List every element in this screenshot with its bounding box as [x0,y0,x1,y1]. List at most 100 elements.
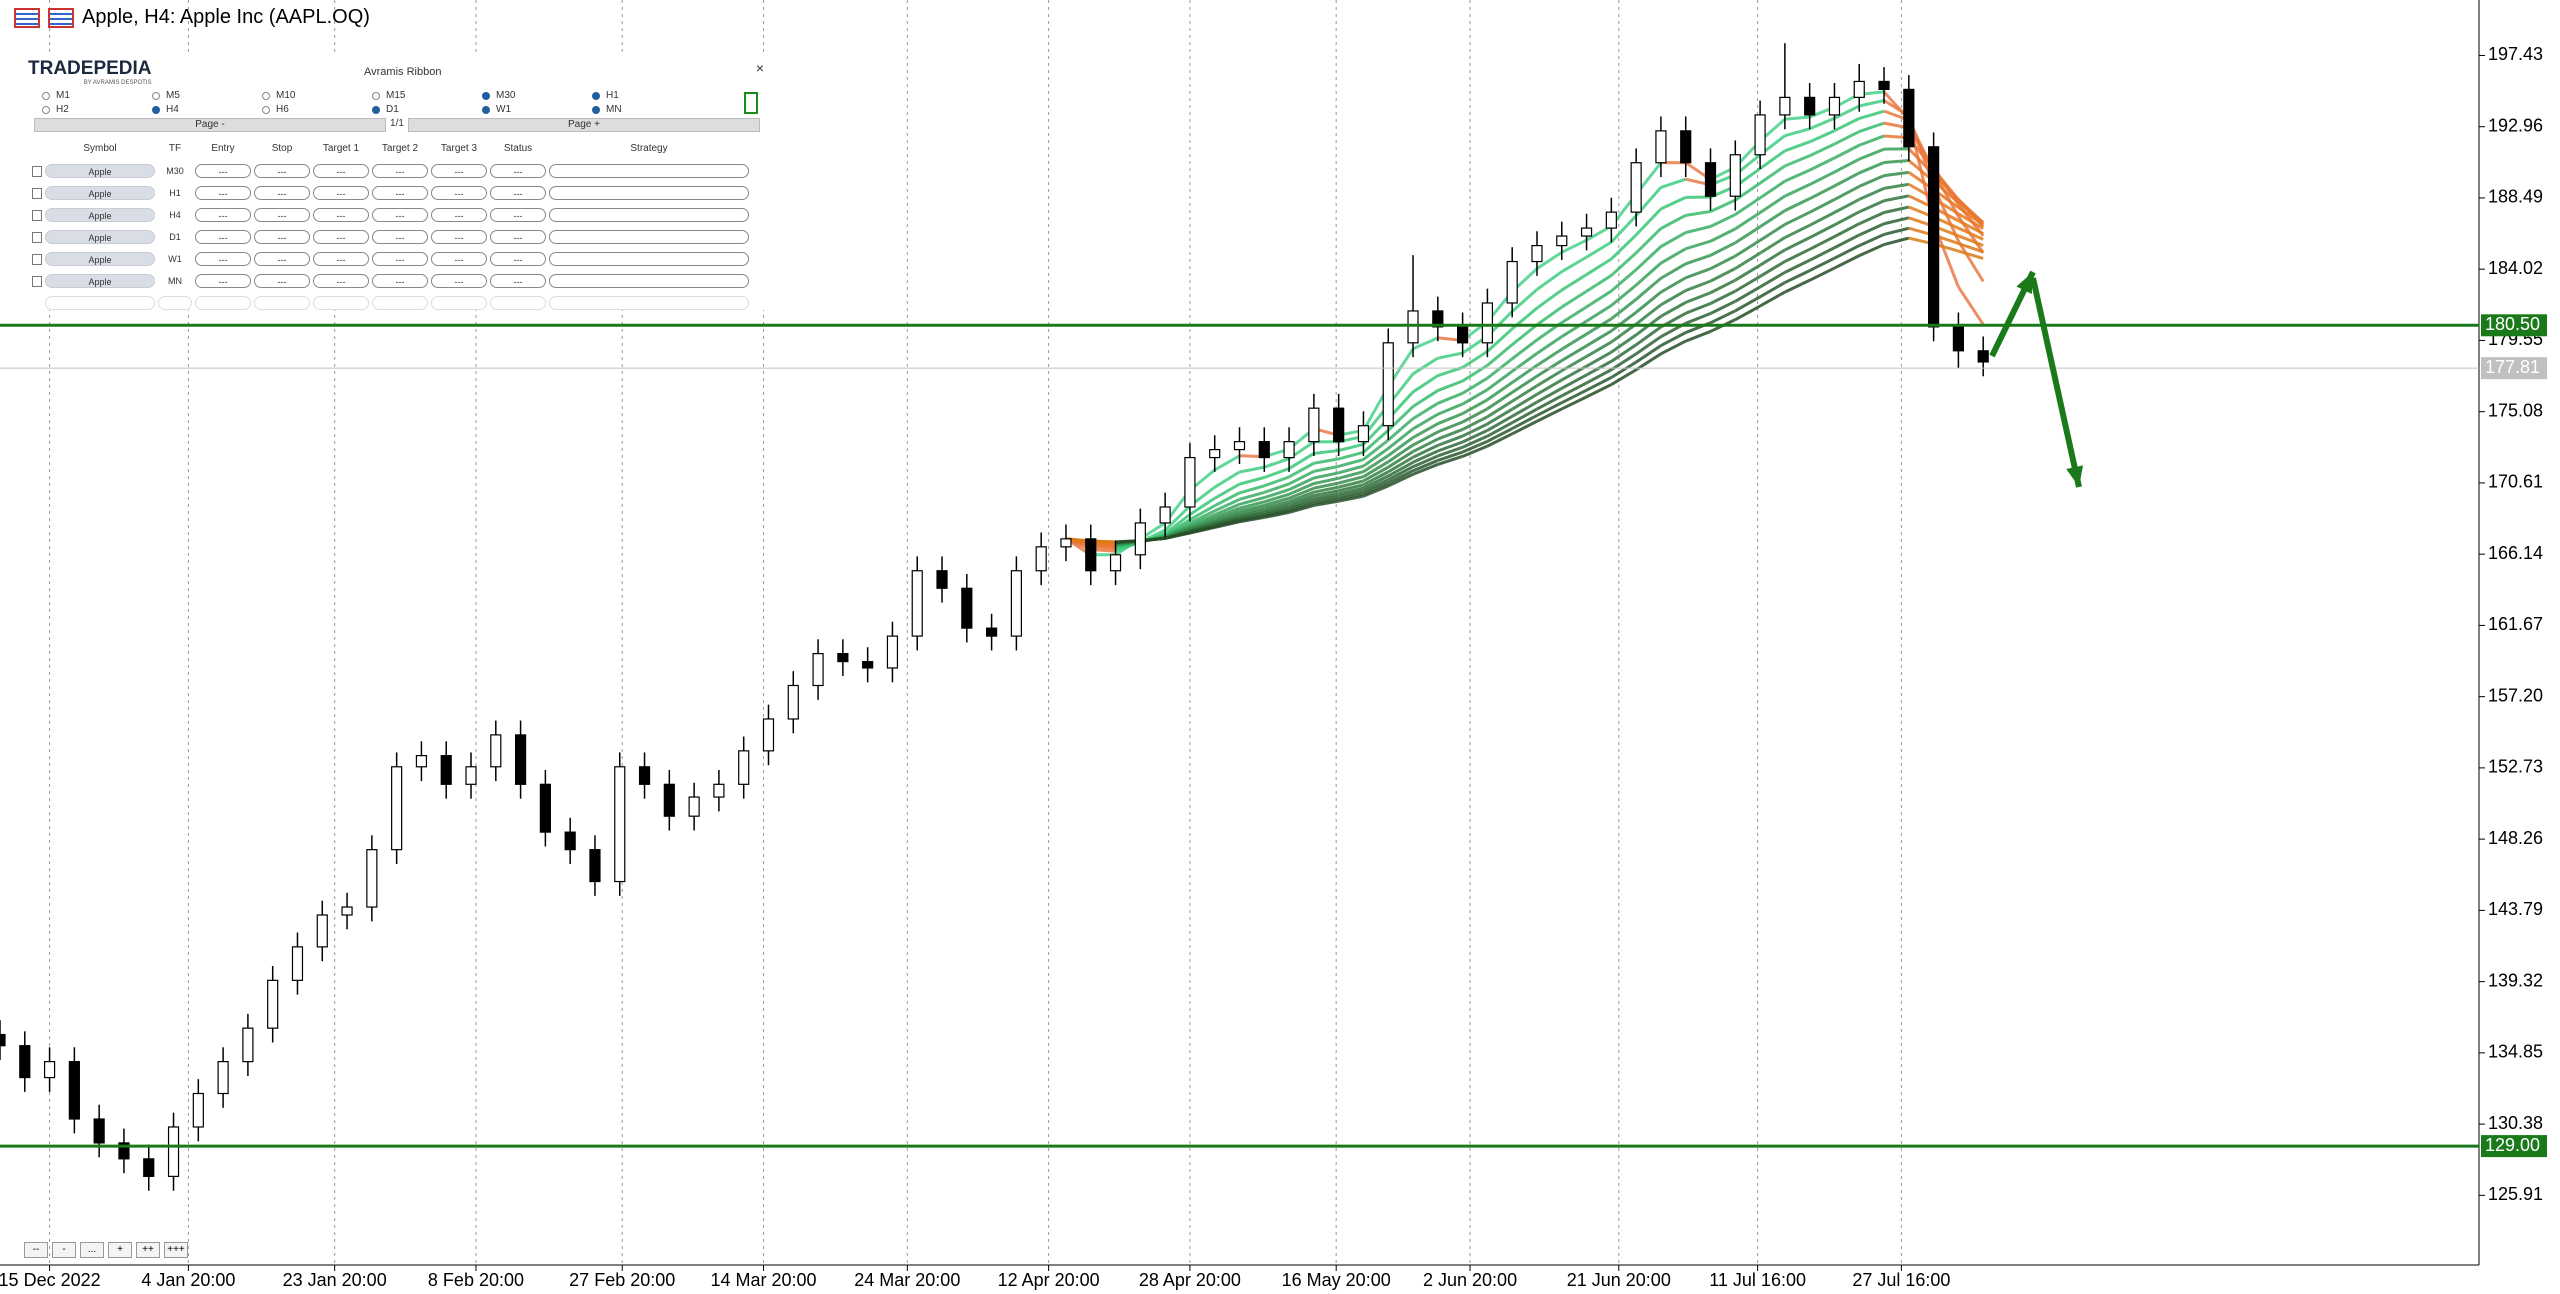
radio[interactable] [152,105,160,114]
timeframe-option[interactable]: M15 [372,90,482,101]
ribbon-segment [1313,481,1339,490]
ribbon-segment [1486,343,1514,367]
table-cell: --- [254,164,310,178]
ribbon-segment [1809,266,1836,282]
timeframe-option[interactable]: D1 [372,104,482,115]
y-tick-label: 148.26 [2488,828,2543,848]
ribbon-segment [1239,503,1265,513]
y-tick-label: 197.43 [2488,44,2543,64]
ribbon-segment [1685,312,1712,325]
timeframe-option[interactable]: M10 [262,90,372,101]
candle-body [267,979,279,1029]
radio[interactable] [42,91,50,100]
table-cell[interactable]: Apple [45,164,155,178]
ribbon-segment [1635,227,1662,254]
radio[interactable] [152,91,160,100]
ribbon-segment [1437,454,1464,466]
ribbon-segment [1536,407,1563,423]
table-cell [549,296,749,310]
ribbon-segment [1164,531,1191,540]
table-cell: --- [431,274,487,288]
table-cell[interactable]: Apple [45,230,155,244]
zoom-button[interactable]: +++ [164,1242,188,1258]
ribbon-segment [1585,304,1613,323]
ribbon-segment [1313,449,1339,455]
column-header: Target 3 [440,143,478,154]
row-toggle[interactable] [32,275,42,287]
x-tick-label: 24 Mar 20:00 [854,1270,960,1290]
timeframe-option[interactable]: H4 [152,104,262,115]
zoom-button[interactable]: - [52,1242,76,1258]
ribbon-segment [1263,510,1290,519]
ribbon-segment [1759,248,1786,267]
table-cell[interactable]: Apple [45,208,155,222]
zoom-button[interactable]: ... [80,1242,104,1258]
table-cell [490,296,546,310]
ribbon-segment [1412,374,1439,394]
ribbon-segment [1585,240,1613,259]
menu-icon[interactable] [14,7,40,28]
page-prev[interactable]: Page - [34,118,386,132]
radio[interactable] [372,91,380,100]
page-next[interactable]: Page + [408,118,760,132]
ribbon-segment [1833,198,1860,214]
ribbon-segment [1561,395,1588,411]
ribbon-segment [1511,419,1538,436]
timeframe-option[interactable]: MN [592,104,702,115]
ribbon-segment [1561,255,1588,273]
ribbon-segment [1412,422,1439,439]
chart-icon[interactable] [48,7,74,28]
ribbon-segment [1660,339,1687,356]
page-info: 1/1 [390,118,404,129]
table-cell: --- [490,274,546,288]
timeframe-option[interactable]: H6 [262,104,372,115]
table-cell: --- [313,252,369,266]
radio[interactable] [592,91,600,100]
timeframe-option[interactable]: H2 [42,104,152,115]
timeframe-option[interactable]: M5 [152,90,262,101]
ribbon-segment [1412,454,1439,469]
candle-body [1779,96,1791,116]
table-cell: --- [431,208,487,222]
table-cell: H4 [169,210,181,220]
ribbon-segment [1214,491,1241,508]
table-cell[interactable]: Apple [45,186,155,200]
radio[interactable] [482,91,490,100]
radio[interactable] [372,105,380,114]
radio[interactable] [262,105,270,114]
table-cell[interactable]: Apple [45,252,155,266]
row-toggle[interactable] [32,231,42,243]
zoom-button[interactable]: + [108,1242,132,1258]
table-cell[interactable]: Apple [45,274,155,288]
timeframe-option[interactable]: H1 [592,90,702,101]
candle-body [1531,245,1543,263]
row-toggle[interactable] [32,253,42,265]
zoom-button[interactable]: ++ [136,1242,160,1258]
ribbon-segment [1784,269,1811,284]
x-tick-label: 8 Feb 20:00 [428,1270,524,1290]
ribbon-segment [1660,195,1687,211]
zoom-button[interactable]: -- [24,1242,48,1258]
row-toggle[interactable] [32,187,42,199]
ribbon-segment [1809,142,1836,158]
radio[interactable] [592,105,600,114]
radio[interactable] [42,105,50,114]
ribbon-segment [1685,267,1712,280]
ribbon-segment [1214,497,1241,513]
candle-body [1233,441,1246,451]
ribbon-segment [1239,490,1265,501]
x-tick-label: 27 Feb 20:00 [569,1270,675,1290]
candle-body [1308,407,1320,443]
close-button[interactable]: × [755,60,764,76]
table-cell: --- [372,274,428,288]
row-toggle[interactable] [32,165,42,177]
radio[interactable] [262,91,270,100]
timeframe-option[interactable]: M1 [42,90,152,101]
ribbon-segment [1734,285,1761,303]
row-toggle[interactable] [32,209,42,221]
timeframe-option[interactable]: M30 [482,90,592,101]
radio[interactable] [482,105,490,114]
timeframe-option[interactable]: W1 [482,104,592,115]
ribbon-segment [1437,366,1464,378]
ribbon-segment [1784,247,1811,263]
